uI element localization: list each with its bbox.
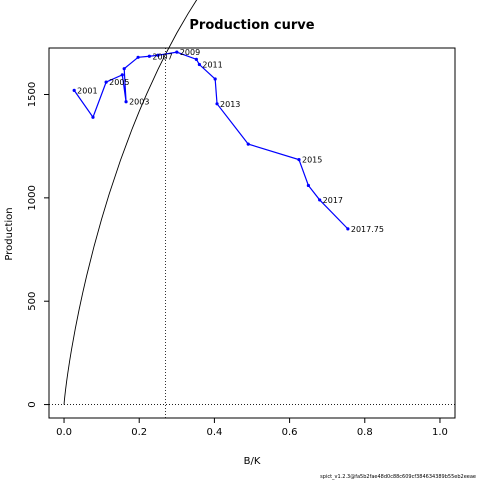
point-label: 2005 bbox=[109, 78, 129, 87]
series-point bbox=[122, 67, 126, 71]
x-tick-label: 1.0 bbox=[432, 427, 448, 438]
series-point bbox=[346, 227, 350, 231]
series-point bbox=[306, 183, 310, 188]
chart-title: Production curve bbox=[189, 18, 314, 33]
series-point bbox=[124, 100, 128, 104]
theoretical-production-curve bbox=[63, 0, 198, 405]
x-tick-label: 0.8 bbox=[357, 427, 373, 438]
series-point bbox=[175, 50, 179, 54]
series-point bbox=[213, 77, 217, 81]
x-axis: 0.0 0.2 0.4 0.6 0.8 1.0 bbox=[56, 418, 448, 438]
series-point bbox=[147, 54, 151, 58]
point-label: 2017 bbox=[323, 196, 343, 205]
version-footnote: spict_v1.2.3@fa5b2fae48d0c88c609cf384634… bbox=[320, 474, 476, 480]
point-label: 2001 bbox=[77, 86, 97, 95]
point-label: 2017.75 bbox=[351, 225, 384, 234]
x-tick-label: 0.6 bbox=[282, 427, 298, 438]
series-point bbox=[120, 73, 124, 77]
point-label: 2009 bbox=[180, 48, 200, 57]
series-point bbox=[136, 55, 140, 59]
series-point bbox=[156, 53, 160, 57]
y-tick-label: 1000 bbox=[27, 185, 38, 210]
series-point bbox=[194, 57, 198, 61]
series-point bbox=[91, 115, 95, 119]
y-tick-label: 1500 bbox=[27, 82, 38, 107]
y-axis: 0 500 1000 1500 bbox=[27, 82, 49, 408]
point-label: 2015 bbox=[302, 156, 322, 165]
series-point bbox=[215, 102, 219, 106]
x-tick-label: 0.2 bbox=[131, 427, 147, 438]
series-point bbox=[72, 88, 76, 92]
y-axis-label: Production bbox=[4, 207, 15, 260]
series-point bbox=[246, 142, 250, 146]
series-points bbox=[72, 50, 350, 231]
point-label: 2003 bbox=[129, 98, 149, 107]
y-tick-label: 500 bbox=[27, 292, 38, 311]
point-label: 2013 bbox=[220, 100, 240, 109]
plot-frame bbox=[48, 47, 456, 419]
series-point bbox=[297, 158, 301, 162]
series-point bbox=[318, 198, 322, 202]
series-point bbox=[104, 80, 108, 84]
x-tick-label: 0.0 bbox=[56, 427, 72, 438]
y-tick-label: 0 bbox=[27, 401, 38, 407]
point-label: 2011 bbox=[202, 61, 222, 70]
x-axis-label: B/K bbox=[244, 456, 261, 467]
series-point bbox=[197, 62, 201, 67]
x-tick-label: 0.4 bbox=[206, 427, 222, 438]
point-label: 2007 bbox=[152, 52, 172, 61]
